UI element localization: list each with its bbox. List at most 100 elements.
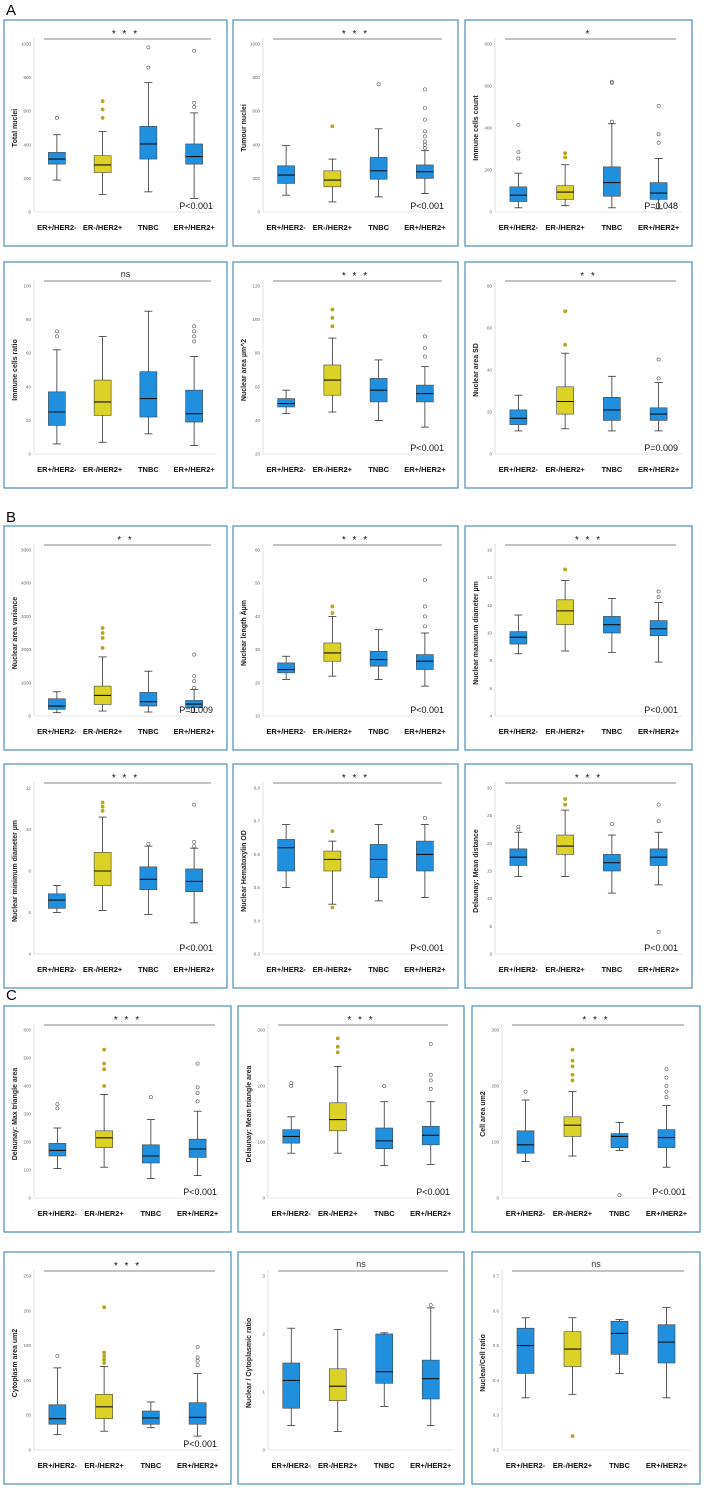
x-tick-label: ER-/HER2+ — [84, 1209, 124, 1218]
panel-nuclear-maximum-diameter: 4 6 8 10 12 14 16 Nuclear maximum diameter µm * … — [464, 525, 693, 751]
outlier-point — [192, 339, 197, 344]
y-tick-label: 10 — [487, 631, 493, 636]
p-value-label: P<0.001 — [410, 943, 444, 953]
box-1 — [95, 1047, 113, 1168]
iqr-box — [139, 126, 158, 160]
x-tick-label: ER+/HER2+ — [404, 965, 446, 974]
p-value-label: P<0.001 — [644, 943, 678, 953]
box-0 — [509, 122, 528, 209]
outlier-point — [422, 87, 427, 92]
y-tick-label: 40 — [26, 384, 32, 389]
y-axis-label: Cell area um2 — [480, 1091, 487, 1137]
outlier-point — [330, 905, 335, 910]
outlier-point — [656, 132, 661, 137]
y-tick-label: 8 — [28, 869, 31, 874]
y-tick-label: 8 — [489, 658, 492, 663]
y-tick-label: 600 — [23, 1028, 31, 1033]
iqr-box — [48, 1143, 67, 1157]
y-tick-label: 1000 — [250, 42, 261, 47]
y-tick-label: 30 — [255, 647, 261, 652]
outlier-point — [656, 104, 661, 108]
y-tick-label: 0.7 — [493, 1274, 500, 1279]
significance-marker: ns — [121, 269, 131, 279]
outlier-point — [102, 1084, 107, 1088]
outlier-point — [422, 346, 427, 351]
y-tick-label: 6 — [28, 910, 31, 915]
y-tick-label: 0 — [28, 714, 31, 719]
significance-marker: * * * — [575, 773, 602, 784]
p-value-label: P<0.001 — [410, 705, 444, 715]
y-tick-label: 60 — [487, 326, 493, 331]
box-0 — [509, 614, 528, 655]
iqr-box — [188, 1402, 207, 1425]
panel-nuclear-length: 10 20 30 40 50 60 Nuclear length Äµm * * * ER+/H… — [232, 525, 459, 751]
panel-cell-area: 0 100 200 300 Cell area um2 * * * ER+/HER2- ER-… — [471, 1005, 701, 1233]
iqr-box — [556, 599, 574, 625]
x-tick-label: ER+/HER2+ — [638, 727, 680, 736]
outlier-point — [195, 1345, 200, 1349]
outlier-point — [335, 1036, 340, 1041]
y-axis-label: Nuclear/Cell ratio — [480, 1334, 487, 1392]
iqr-box — [509, 186, 528, 202]
box-3 — [657, 1306, 676, 1399]
outlier-point — [100, 626, 105, 630]
iqr-box — [323, 850, 342, 872]
y-tick-label: 20 — [255, 452, 261, 457]
iqr-box — [185, 868, 203, 893]
box-2 — [369, 359, 388, 421]
x-tick-label: ER-/HER2+ — [313, 465, 353, 474]
x-tick-label: ER-/HER2+ — [84, 1461, 124, 1470]
x-tick-label: ER+/HER2- — [37, 223, 77, 232]
x-tick-label: ER+/HER2+ — [410, 1209, 452, 1218]
iqr-box — [185, 389, 203, 423]
y-tick-label: 250 — [23, 1274, 31, 1279]
y-tick-label: 1000 — [21, 42, 32, 47]
y-tick-label: 200 — [23, 1308, 31, 1313]
panel-frame — [232, 19, 459, 247]
box-1 — [328, 1036, 347, 1154]
outlier-point — [609, 822, 614, 826]
outlier-point — [100, 107, 105, 112]
outlier-point — [664, 1095, 669, 1100]
y-axis-label: Delaunay: Mean distance — [473, 829, 480, 913]
x-tick-label: TNBC — [374, 1209, 395, 1218]
outlier-point — [195, 1085, 200, 1090]
y-tick-label: 0 — [489, 452, 492, 457]
box-2 — [603, 822, 621, 894]
y-tick-label: 0.6 — [254, 852, 261, 857]
outlier-point — [656, 357, 661, 362]
x-tick-label: ER+/HER2+ — [177, 1461, 219, 1470]
iqr-box — [369, 157, 388, 180]
y-tick-label: 800 — [484, 42, 492, 47]
box-3 — [649, 104, 668, 210]
outlier-point — [146, 65, 151, 70]
outlier-point — [192, 334, 197, 339]
p-value-label: P<0.001 — [183, 1439, 217, 1449]
box-2 — [142, 1401, 160, 1429]
y-tick-label: 100 — [23, 1378, 31, 1383]
box-3 — [185, 802, 203, 924]
panel-frame — [464, 525, 693, 751]
box-0 — [282, 1081, 301, 1154]
iqr-box — [277, 662, 295, 674]
iqr-box — [328, 1368, 347, 1402]
iqr-box — [48, 698, 66, 710]
outlier-point — [100, 646, 105, 650]
panel-tumour-nuclei: 0 200 400 600 800 1000 Tumour nuclei * * * ER+/H… — [232, 19, 459, 247]
significance-marker: ns — [591, 1259, 601, 1269]
outlier-point — [195, 1363, 200, 1367]
y-tick-label: 100 — [23, 1168, 31, 1173]
significance-marker: * * * — [342, 271, 369, 282]
y-tick-label: 60 — [255, 548, 261, 553]
iqr-box — [139, 371, 158, 418]
p-value-label: P=0.009 — [644, 443, 678, 453]
y-tick-label: 40 — [255, 418, 261, 423]
y-axis-label: Delaunay: Max triangle area — [12, 1068, 19, 1161]
box-0 — [277, 145, 295, 196]
y-tick-label: 0 — [489, 210, 492, 215]
x-tick-label: TNBC — [138, 223, 159, 232]
p-value-label: P<0.001 — [644, 705, 678, 715]
x-tick-label: ER+/HER2- — [272, 1209, 312, 1218]
x-tick-label: ER+/HER2- — [37, 465, 77, 474]
box-1 — [328, 1328, 347, 1432]
